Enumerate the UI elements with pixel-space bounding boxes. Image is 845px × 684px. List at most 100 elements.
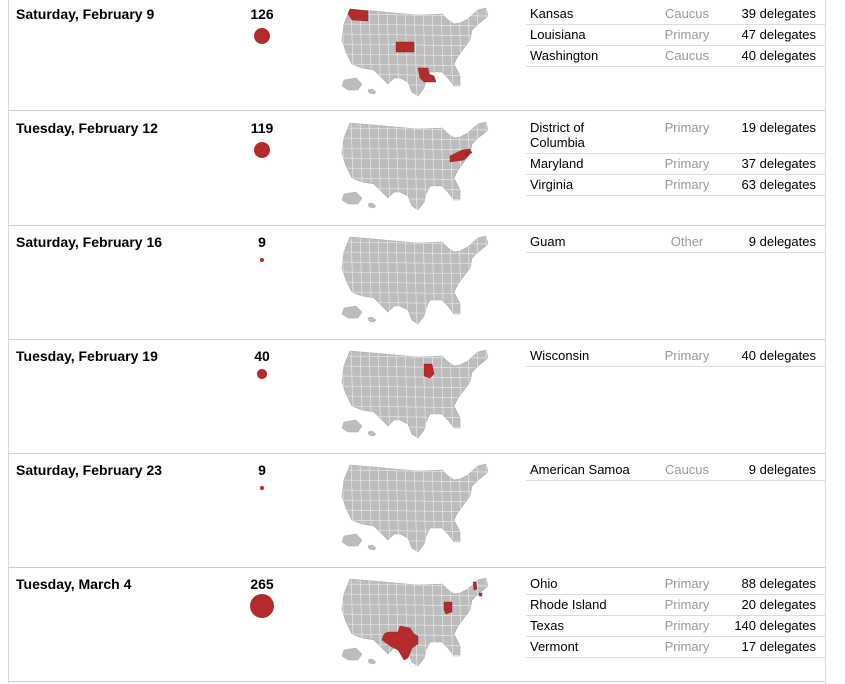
schedule-row: Tuesday, March 4 265 Ohio Primary 88 deleg… [8, 568, 826, 682]
highlighted-state [478, 592, 483, 597]
delegate-total: 40 [254, 348, 270, 364]
state-name: Wisconsin [530, 348, 590, 363]
alaska-inset [341, 647, 363, 661]
state-name: Kansas [530, 6, 574, 21]
delegate-count: 47 delegates [741, 27, 816, 42]
alaska-inset [341, 533, 363, 547]
highlighted-state [395, 41, 415, 53]
delegate-size-dot [259, 485, 265, 491]
delegate-total: 9 [258, 462, 266, 478]
event-date: Saturday, February 23 [16, 462, 163, 478]
alaska-inset [341, 305, 363, 319]
hawaii-inset [367, 430, 377, 437]
contest-type: Other [670, 234, 704, 249]
delegate-total: 9 [258, 234, 266, 250]
state-name: Texas [530, 618, 564, 633]
delegate-count: 88 delegates [741, 576, 816, 591]
us-outline [341, 577, 489, 667]
state-list: Kansas Caucus 39 delegates Louisiana Primar… [526, 4, 826, 67]
contest-type: Caucus [664, 6, 710, 21]
delegate-count: 20 delegates [741, 597, 816, 612]
us-outline [341, 349, 489, 439]
hawaii-inset [367, 202, 377, 209]
contest-type: Primary [664, 618, 710, 633]
state-row[interactable]: American Samoa Caucus 9 delegates [526, 460, 826, 481]
state-name: Rhode Island [530, 597, 607, 612]
us-map-icon [341, 235, 489, 325]
contest-type: Primary [664, 177, 710, 192]
state-name: Washington [530, 48, 599, 63]
event-date: Tuesday, February 19 [16, 348, 158, 364]
us-map-icon [341, 577, 489, 667]
state-row[interactable]: Maryland Primary 37 delegates [526, 154, 826, 175]
highlighted-state [423, 363, 435, 379]
delegate-count: 40 delegates [741, 348, 816, 363]
delegate-count: 9 delegates [748, 462, 816, 477]
alaska-inset [341, 77, 363, 91]
delegate-total: 119 [250, 120, 274, 136]
state-name: Vermont [530, 639, 579, 654]
state-row[interactable]: Rhode Island Primary 20 delegates [526, 595, 826, 616]
highlighted-state [417, 67, 437, 83]
us-map-icon [341, 7, 489, 97]
contest-type: Primary [664, 120, 710, 135]
state-name: Guam [530, 234, 566, 249]
state-row[interactable]: Louisiana Primary 47 delegates [526, 25, 826, 46]
delegate-count: 63 delegates [741, 177, 816, 192]
us-outline [341, 463, 489, 553]
contest-type: Primary [664, 576, 710, 591]
event-date: Saturday, February 16 [16, 234, 163, 250]
highlighted-state [381, 625, 419, 661]
us-outline [341, 121, 489, 211]
us-map-icon [341, 463, 489, 553]
delegate-count: 40 delegates [741, 48, 816, 63]
highlighted-state [472, 581, 478, 591]
delegate-count: 140 delegates [734, 618, 816, 633]
state-row[interactable]: Texas Primary 140 delegates [526, 616, 826, 637]
state-row[interactable]: Vermont Primary 17 delegates [526, 637, 826, 658]
hawaii-inset [367, 316, 377, 323]
delegate-count: 17 delegates [741, 639, 816, 654]
highlighted-state [464, 152, 468, 156]
state-row[interactable]: District of Columbia Primary 19 delegates [526, 118, 826, 154]
highlighted-state [443, 601, 453, 615]
delegate-size-dot [259, 257, 265, 263]
alaska-inset [341, 419, 363, 433]
delegate-count: 39 delegates [741, 6, 816, 21]
state-list: Guam Other 9 delegates [526, 232, 826, 253]
us-map-icon [341, 349, 489, 439]
state-list: American Samoa Caucus 9 delegates [526, 460, 826, 481]
contest-type: Primary [664, 156, 710, 171]
us-outline [341, 235, 489, 325]
state-row[interactable]: Wisconsin Primary 40 delegates [526, 346, 826, 367]
state-row[interactable]: Virginia Primary 63 delegates [526, 175, 826, 196]
contest-type: Primary [664, 597, 710, 612]
schedule-row: Saturday, February 23 9 American Samoa Ca… [8, 454, 826, 568]
event-date: Tuesday, March 4 [16, 576, 132, 592]
schedule-row: Tuesday, February 19 40 Wisconsin Primary… [8, 340, 826, 454]
state-name: Ohio [530, 576, 558, 591]
event-date: Saturday, February 9 [16, 6, 155, 22]
hawaii-inset [367, 88, 377, 95]
contest-type: Primary [664, 348, 710, 363]
schedule-row: Tuesday, February 12 119 District of Col… [8, 112, 826, 226]
schedule-frame [8, 0, 826, 684]
delegate-total: 265 [250, 576, 274, 592]
contest-type: Caucus [664, 462, 710, 477]
delegate-count: 37 delegates [741, 156, 816, 171]
state-list: Ohio Primary 88 delegates Rhode Island Prim… [526, 574, 826, 658]
state-name: Virginia [530, 177, 574, 192]
hawaii-inset [367, 658, 377, 665]
delegate-size-dot [249, 593, 275, 619]
hawaii-inset [367, 544, 377, 551]
state-name: Maryland [530, 156, 584, 171]
state-row[interactable]: Ohio Primary 88 delegates [526, 574, 826, 595]
state-name: American Samoa [530, 462, 630, 477]
state-row[interactable]: Guam Other 9 delegates [526, 232, 826, 253]
delegate-count: 9 delegates [748, 234, 816, 249]
state-row[interactable]: Washington Caucus 40 delegates [526, 46, 826, 67]
state-name: Louisiana [530, 27, 586, 42]
state-row[interactable]: Kansas Caucus 39 delegates [526, 4, 826, 25]
delegate-total: 126 [250, 6, 274, 22]
contest-type: Primary [664, 27, 710, 42]
